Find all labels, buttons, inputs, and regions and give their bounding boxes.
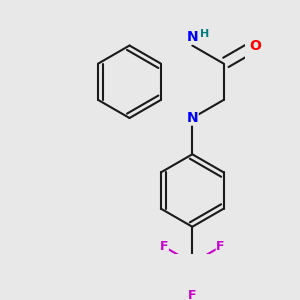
Text: N: N xyxy=(187,30,198,44)
Text: H: H xyxy=(200,28,209,39)
Text: F: F xyxy=(188,289,196,300)
Text: F: F xyxy=(216,240,225,253)
Text: O: O xyxy=(249,38,261,52)
Text: F: F xyxy=(160,240,168,253)
Text: N: N xyxy=(187,111,198,125)
